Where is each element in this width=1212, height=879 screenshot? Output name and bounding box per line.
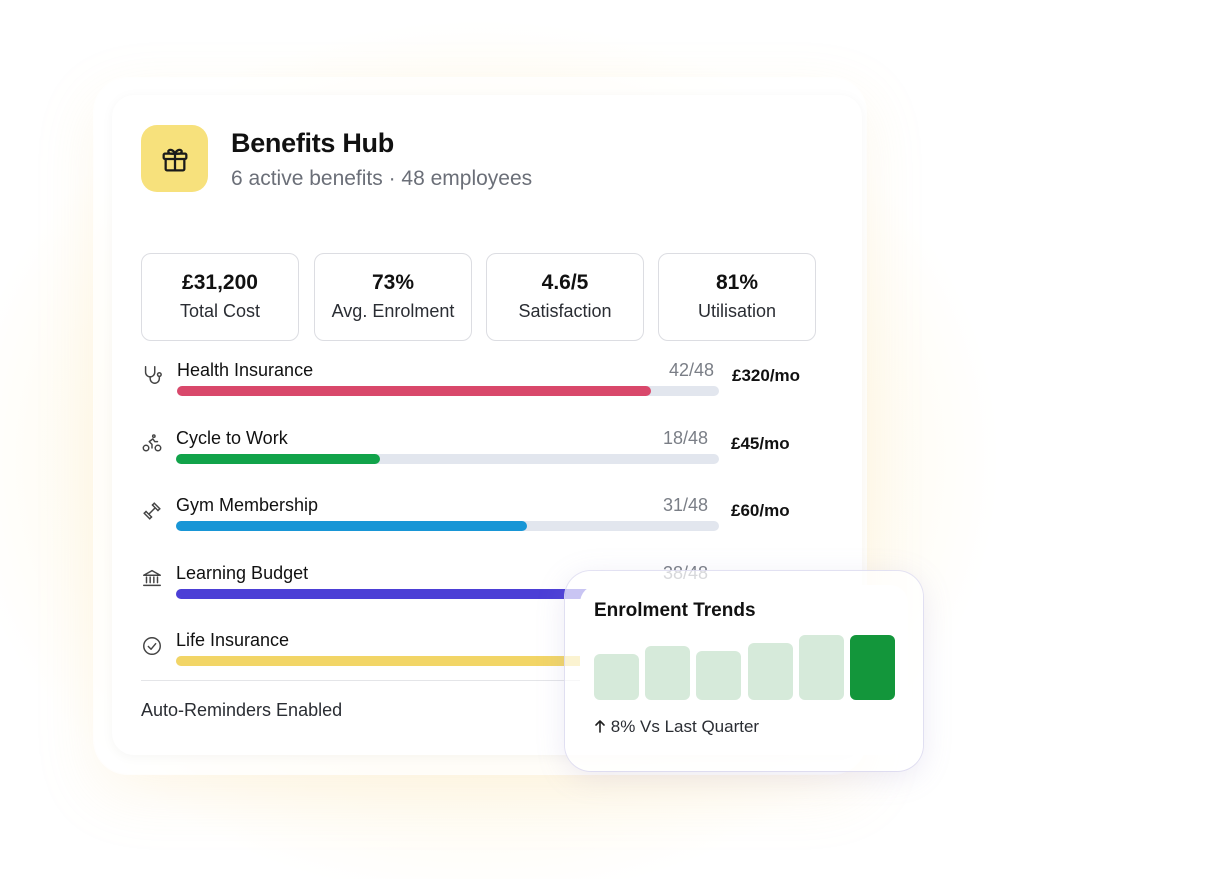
dumbbell-icon	[143, 502, 161, 520]
stat-value: 4.6/5	[541, 271, 589, 294]
page-title: Benefits Hub	[231, 128, 394, 158]
enrolment-bar-track	[176, 656, 719, 666]
benefit-cost: £320/mo	[732, 366, 801, 385]
trend-bar	[748, 643, 793, 700]
stat-value: £31,200	[182, 271, 258, 294]
stat-label: Avg. Enrolment	[331, 301, 455, 321]
stat-value: 81%	[715, 271, 759, 294]
enrolment-bar-fill	[176, 454, 380, 464]
benefit-name: Gym Membership	[176, 495, 319, 515]
trend-bar-highlight	[850, 635, 895, 700]
trend-bar	[696, 651, 741, 700]
stethoscope-icon	[144, 366, 162, 384]
trends-change-text: 8% Vs Last Quarter	[610, 717, 760, 736]
bank-icon	[143, 569, 161, 587]
benefit-cost: £60/mo	[731, 501, 790, 520]
check-circle-icon	[143, 637, 161, 655]
stat-card-total-cost: £31,200 Total Cost	[141, 253, 299, 341]
trends-change: 8% Vs Last Quarter	[594, 717, 759, 737]
stat-card-satisfaction: 4.6/5 Satisfaction	[486, 253, 644, 341]
benefit-cost: £45/mo	[731, 434, 790, 453]
benefit-name: Learning Budget	[176, 563, 309, 583]
bicycle-icon	[142, 434, 162, 452]
stat-label: Satisfaction	[518, 301, 612, 321]
benefit-name: Health Insurance	[177, 360, 314, 380]
trend-bar	[594, 654, 639, 700]
app-icon-tile	[141, 125, 208, 192]
enrolment-bar-track	[176, 521, 719, 531]
enrolment-bar-fill	[177, 386, 652, 396]
page-subtitle: 6 active benefits · 48 employees	[231, 167, 533, 190]
stat-label: Utilisation	[697, 301, 777, 321]
stat-card-utilisation: 81% Utilisation	[658, 253, 816, 341]
arrow-up-icon	[595, 720, 605, 733]
trend-bar	[645, 646, 690, 700]
benefit-count: 31/48	[662, 495, 708, 515]
gift-icon	[162, 148, 187, 171]
enrolment-bar-fill	[176, 589, 606, 599]
stat-label: Total Cost	[179, 301, 261, 321]
trend-bar	[799, 635, 844, 700]
enrolment-bar-fill	[176, 656, 674, 666]
benefit-name: Cycle to Work	[176, 428, 288, 448]
divider	[141, 680, 581, 681]
benefit-count: 42/48	[668, 360, 714, 380]
enrolment-bar-fill	[176, 521, 527, 531]
benefit-count: 18/48	[662, 428, 708, 448]
trends-title: Enrolment Trends	[594, 600, 756, 621]
auto-reminders-status: Auto-Reminders Enabled	[141, 700, 343, 720]
stat-card-enrolment: 73% Avg. Enrolment	[314, 253, 472, 341]
enrolment-bar-track	[177, 386, 719, 396]
stat-value: 73%	[371, 271, 415, 294]
enrolment-bar-track	[176, 454, 719, 464]
enrolment-bar-track	[176, 589, 719, 599]
benefit-name: Life Insurance	[176, 630, 290, 650]
